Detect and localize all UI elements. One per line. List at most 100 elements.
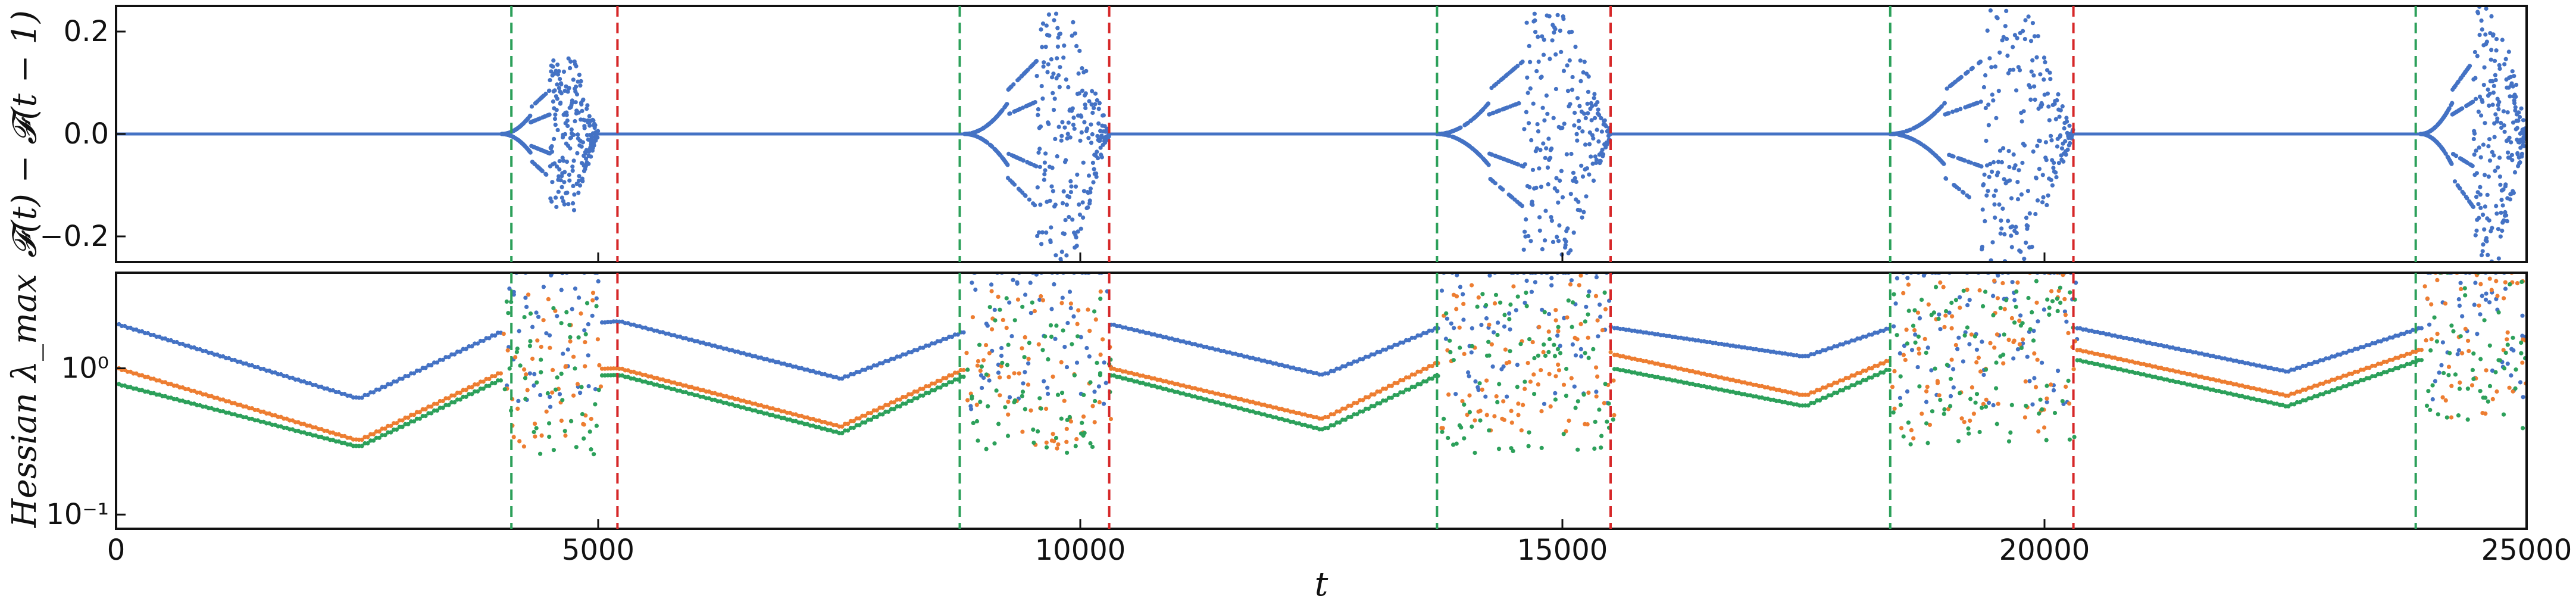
bottom-point-2	[1059, 416, 1064, 421]
bottom-point-2	[589, 447, 593, 452]
bottom-point-0	[1948, 394, 1953, 398]
top-point	[1078, 226, 1083, 231]
bottom-point-0	[532, 383, 536, 388]
bottom-point-0	[586, 384, 591, 389]
top-point	[2024, 216, 2029, 220]
top-point	[2004, 36, 2009, 41]
bottom-point-0	[1514, 308, 1518, 313]
bottom-point-2	[1931, 310, 1936, 315]
top-point	[2497, 155, 2502, 160]
top-point	[571, 77, 576, 82]
top-point	[2512, 74, 2516, 79]
top-point	[1530, 202, 1535, 207]
top-point	[1563, 243, 1568, 248]
bottom-point-0	[1343, 364, 1348, 369]
bottom-point-2	[1913, 340, 1918, 345]
bottom-point-0	[1430, 328, 1434, 333]
bottom-point-1	[1462, 351, 1467, 357]
bottom-point-2	[1875, 373, 1880, 378]
bottom-point-1	[2495, 294, 2500, 298]
top-point	[2473, 76, 2478, 80]
bottom-point-0	[541, 285, 546, 289]
top-point	[2067, 123, 2072, 128]
bottom-point-1	[1044, 406, 1049, 411]
bottom-point-0	[1508, 327, 1512, 332]
top-point	[2479, 113, 2484, 118]
top-point	[1520, 60, 1525, 64]
bottom-point-2	[1895, 333, 1899, 338]
top-point	[555, 63, 560, 67]
top-point	[2491, 83, 2496, 88]
top-point	[1069, 184, 1074, 189]
bottom-point-1	[517, 439, 522, 444]
bottom-point-2	[1956, 439, 1961, 444]
top-point	[1575, 96, 1580, 101]
bottom-point-0	[1921, 273, 1926, 278]
top-point	[1978, 99, 1983, 104]
bottom-point-0	[2011, 356, 2016, 361]
bottom-point-1	[1906, 282, 1911, 287]
top-point	[1034, 74, 1039, 79]
bottom-point-1	[1509, 420, 1514, 425]
bottom-point-2	[2028, 327, 2033, 332]
bottom-point-2	[2037, 411, 2042, 416]
bottom-axes-frame	[115, 272, 2528, 530]
top-point	[1547, 14, 1552, 18]
bottom-point-1	[1994, 332, 2000, 337]
top-point	[1524, 110, 1528, 114]
bottom-point-2	[2008, 430, 2013, 435]
bottom-point-2	[1958, 391, 1962, 395]
top-point	[1076, 229, 1080, 234]
bottom-point-1	[1383, 386, 1389, 391]
bottom-point-1	[1817, 388, 1822, 392]
bottom-point-1	[1087, 329, 1092, 333]
bottom-point-2	[1536, 353, 1540, 358]
bottom-point-1	[470, 385, 474, 389]
bottom-point-1	[880, 406, 885, 410]
bottom-point-0	[1996, 273, 2000, 278]
bottom-point-2	[1555, 347, 1560, 351]
bottom-point-2	[1462, 402, 1467, 407]
bottom-point-1	[915, 389, 920, 394]
top-point	[1052, 96, 1057, 101]
bottom-point-2	[1524, 291, 1528, 295]
top-point	[1074, 235, 1078, 240]
top-point	[1979, 164, 1984, 169]
top-point	[1034, 164, 1039, 169]
top-point	[559, 82, 564, 87]
top-point	[1543, 238, 1548, 243]
top-point	[557, 86, 562, 91]
top-point	[2512, 101, 2517, 105]
bottom-point-0	[549, 273, 554, 277]
bottom-point-2	[2434, 339, 2439, 344]
top-point	[1555, 235, 1559, 239]
bottom-point-1	[400, 418, 405, 423]
bottom-point-1	[1020, 429, 1025, 434]
bottom-point-1	[2424, 338, 2428, 343]
bottom-point-1	[904, 395, 908, 400]
bottom-point-0	[961, 330, 966, 335]
bottom-point-2	[944, 382, 949, 387]
top-point	[1053, 253, 1058, 258]
top-point	[554, 195, 558, 200]
top-point	[1531, 101, 1536, 106]
bottom-point-2	[1470, 344, 1474, 348]
bottom-point-2	[2465, 417, 2470, 422]
top-point	[565, 191, 570, 195]
top-point	[1573, 45, 1578, 49]
bottom-point-1	[1553, 308, 1558, 313]
top-point	[2486, 144, 2491, 149]
bottom-point-2	[1586, 355, 1591, 360]
bottom-point-2	[1936, 316, 1941, 322]
bottom-point-1	[1064, 439, 1069, 444]
top-point	[2503, 182, 2508, 187]
bottom-point-1	[1950, 314, 1955, 319]
bottom-point-0	[1967, 342, 1972, 347]
top-point	[572, 192, 577, 197]
top-point	[2519, 106, 2524, 111]
bottom-point-2	[568, 335, 573, 339]
bottom-point-1	[987, 351, 992, 355]
bottom-point-1	[1561, 382, 1567, 387]
top-point	[2028, 97, 2033, 102]
bottom-point-0	[555, 314, 559, 319]
